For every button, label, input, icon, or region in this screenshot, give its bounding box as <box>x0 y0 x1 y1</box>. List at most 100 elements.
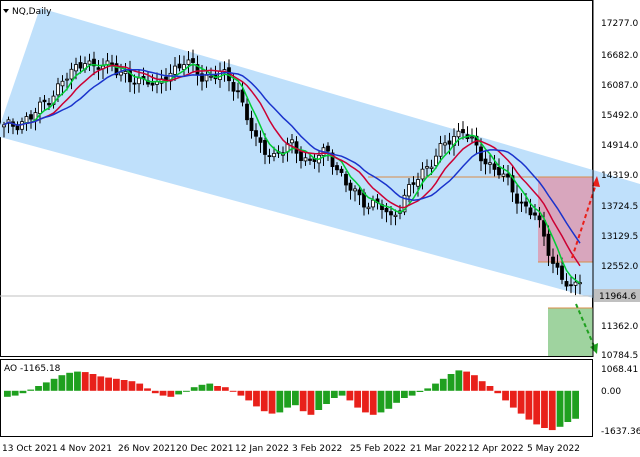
price-axis[interactable]: 17277.0 16682.0 16087.0 15492.0 14914.0 … <box>592 0 640 361</box>
symbol-header[interactable]: NQ,Daily <box>3 7 52 17</box>
time-tick: 4 Nov 2021 <box>60 444 112 454</box>
ao-tick: -1637.36 <box>601 427 640 437</box>
ao-bar <box>393 390 400 403</box>
candle-body <box>384 207 389 213</box>
ao-bar <box>229 390 237 392</box>
candle-body <box>236 90 240 93</box>
ao-bar <box>439 378 447 391</box>
candle-body <box>258 137 263 143</box>
ao-bar <box>112 378 120 391</box>
candle-body <box>447 140 452 145</box>
ao-bar <box>276 390 284 413</box>
ao-bar <box>97 376 105 391</box>
candle-body <box>569 284 573 287</box>
forecast-arrows <box>571 176 600 354</box>
candle-body <box>231 82 236 92</box>
time-tick: 12 Jan 2022 <box>235 444 289 454</box>
candle-body <box>60 80 65 87</box>
candle-body <box>555 262 560 268</box>
candle-body <box>150 82 155 86</box>
price-tick: 14319.0 <box>601 171 638 181</box>
ao-bar <box>66 372 74 391</box>
candle-body <box>114 63 119 76</box>
ao-bar <box>408 390 416 396</box>
price-tick: 13129.5 <box>601 232 638 242</box>
ao-bar <box>221 387 229 391</box>
ao-bar <box>299 390 307 412</box>
ao-bar <box>214 386 221 391</box>
candle-body <box>335 165 339 171</box>
candle-body <box>542 220 546 237</box>
price-tick: 15492.0 <box>601 111 638 121</box>
candle-body <box>389 211 393 216</box>
candle-body <box>186 59 191 65</box>
candle-body <box>254 130 258 137</box>
candle-body <box>245 103 249 121</box>
candle-body <box>528 207 533 216</box>
candle-body <box>267 155 272 158</box>
candle-body <box>74 64 78 72</box>
ao-bar <box>517 390 525 414</box>
candle-body <box>461 129 465 134</box>
price-tick: 16087.0 <box>601 81 638 91</box>
candle-body <box>515 193 519 204</box>
ao-bar <box>494 390 502 394</box>
ao-bar <box>136 383 144 391</box>
target-up-box <box>538 177 593 262</box>
candle-body <box>551 256 555 264</box>
time-axis[interactable]: 13 Oct 2021 4 Nov 2021 26 Nov 2021 20 De… <box>2 444 580 454</box>
price-tick: 13724.5 <box>601 202 638 212</box>
candle-body <box>308 158 312 161</box>
ao-bar <box>572 390 579 419</box>
ao-tick: 1068.41 <box>601 365 638 375</box>
candle-body <box>65 78 69 81</box>
ao-bar <box>354 390 362 408</box>
candle-body <box>200 73 204 82</box>
candle-body <box>209 75 213 78</box>
ao-bar <box>120 380 128 391</box>
candle-body <box>177 63 182 69</box>
candle-body <box>92 58 96 67</box>
candle-body <box>119 71 123 76</box>
candle-body <box>326 145 330 152</box>
time-tick: 25 Feb 2022 <box>350 444 406 454</box>
time-tick: 21 Mar 2022 <box>410 444 467 454</box>
candle-body <box>483 158 488 165</box>
chevron-down-icon[interactable] <box>3 9 9 13</box>
ao-bar <box>432 383 439 391</box>
ao-bar <box>362 390 369 413</box>
ao-bar <box>346 390 354 401</box>
candle-body <box>425 166 429 169</box>
candle-body <box>443 142 447 146</box>
ma-slow-line <box>3 68 581 244</box>
forecast-up-arrowhead <box>592 176 600 187</box>
candle-body <box>344 173 348 186</box>
target-down-box <box>548 308 593 356</box>
current-price-badge <box>594 289 640 302</box>
candle-body <box>402 194 407 213</box>
candle-body <box>407 184 411 197</box>
candle-body <box>429 166 434 169</box>
candle-body <box>434 155 438 166</box>
candle-body <box>416 179 420 187</box>
ao-bar <box>548 390 556 431</box>
candle-body <box>38 101 42 114</box>
candle-body <box>137 77 141 85</box>
candle-body <box>371 199 375 208</box>
ao-label: AO -1165.18 <box>4 364 61 374</box>
candle-body <box>438 143 443 157</box>
candle-body <box>353 188 357 192</box>
candle-body <box>330 152 335 168</box>
ao-bar <box>89 374 97 391</box>
candle-body <box>537 215 542 221</box>
ao-bar <box>315 390 323 410</box>
candle-body <box>488 162 492 165</box>
ao-bar <box>253 390 260 407</box>
candle-body <box>29 114 33 120</box>
ao-bar <box>455 370 463 391</box>
candle-body <box>191 58 195 63</box>
ao-bar <box>27 389 35 391</box>
ao-bar <box>206 383 214 391</box>
